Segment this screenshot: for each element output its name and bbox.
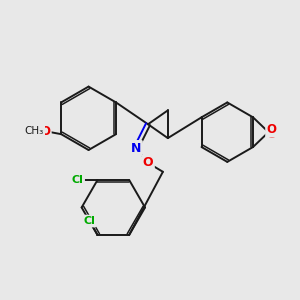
Text: O: O: [143, 156, 153, 170]
Text: O: O: [40, 125, 50, 138]
Text: O: O: [267, 128, 277, 141]
Text: N: N: [131, 142, 141, 154]
Text: Cl: Cl: [72, 175, 84, 185]
Text: O: O: [267, 123, 277, 136]
Text: CH₃: CH₃: [25, 126, 44, 136]
Text: Cl: Cl: [84, 216, 95, 226]
